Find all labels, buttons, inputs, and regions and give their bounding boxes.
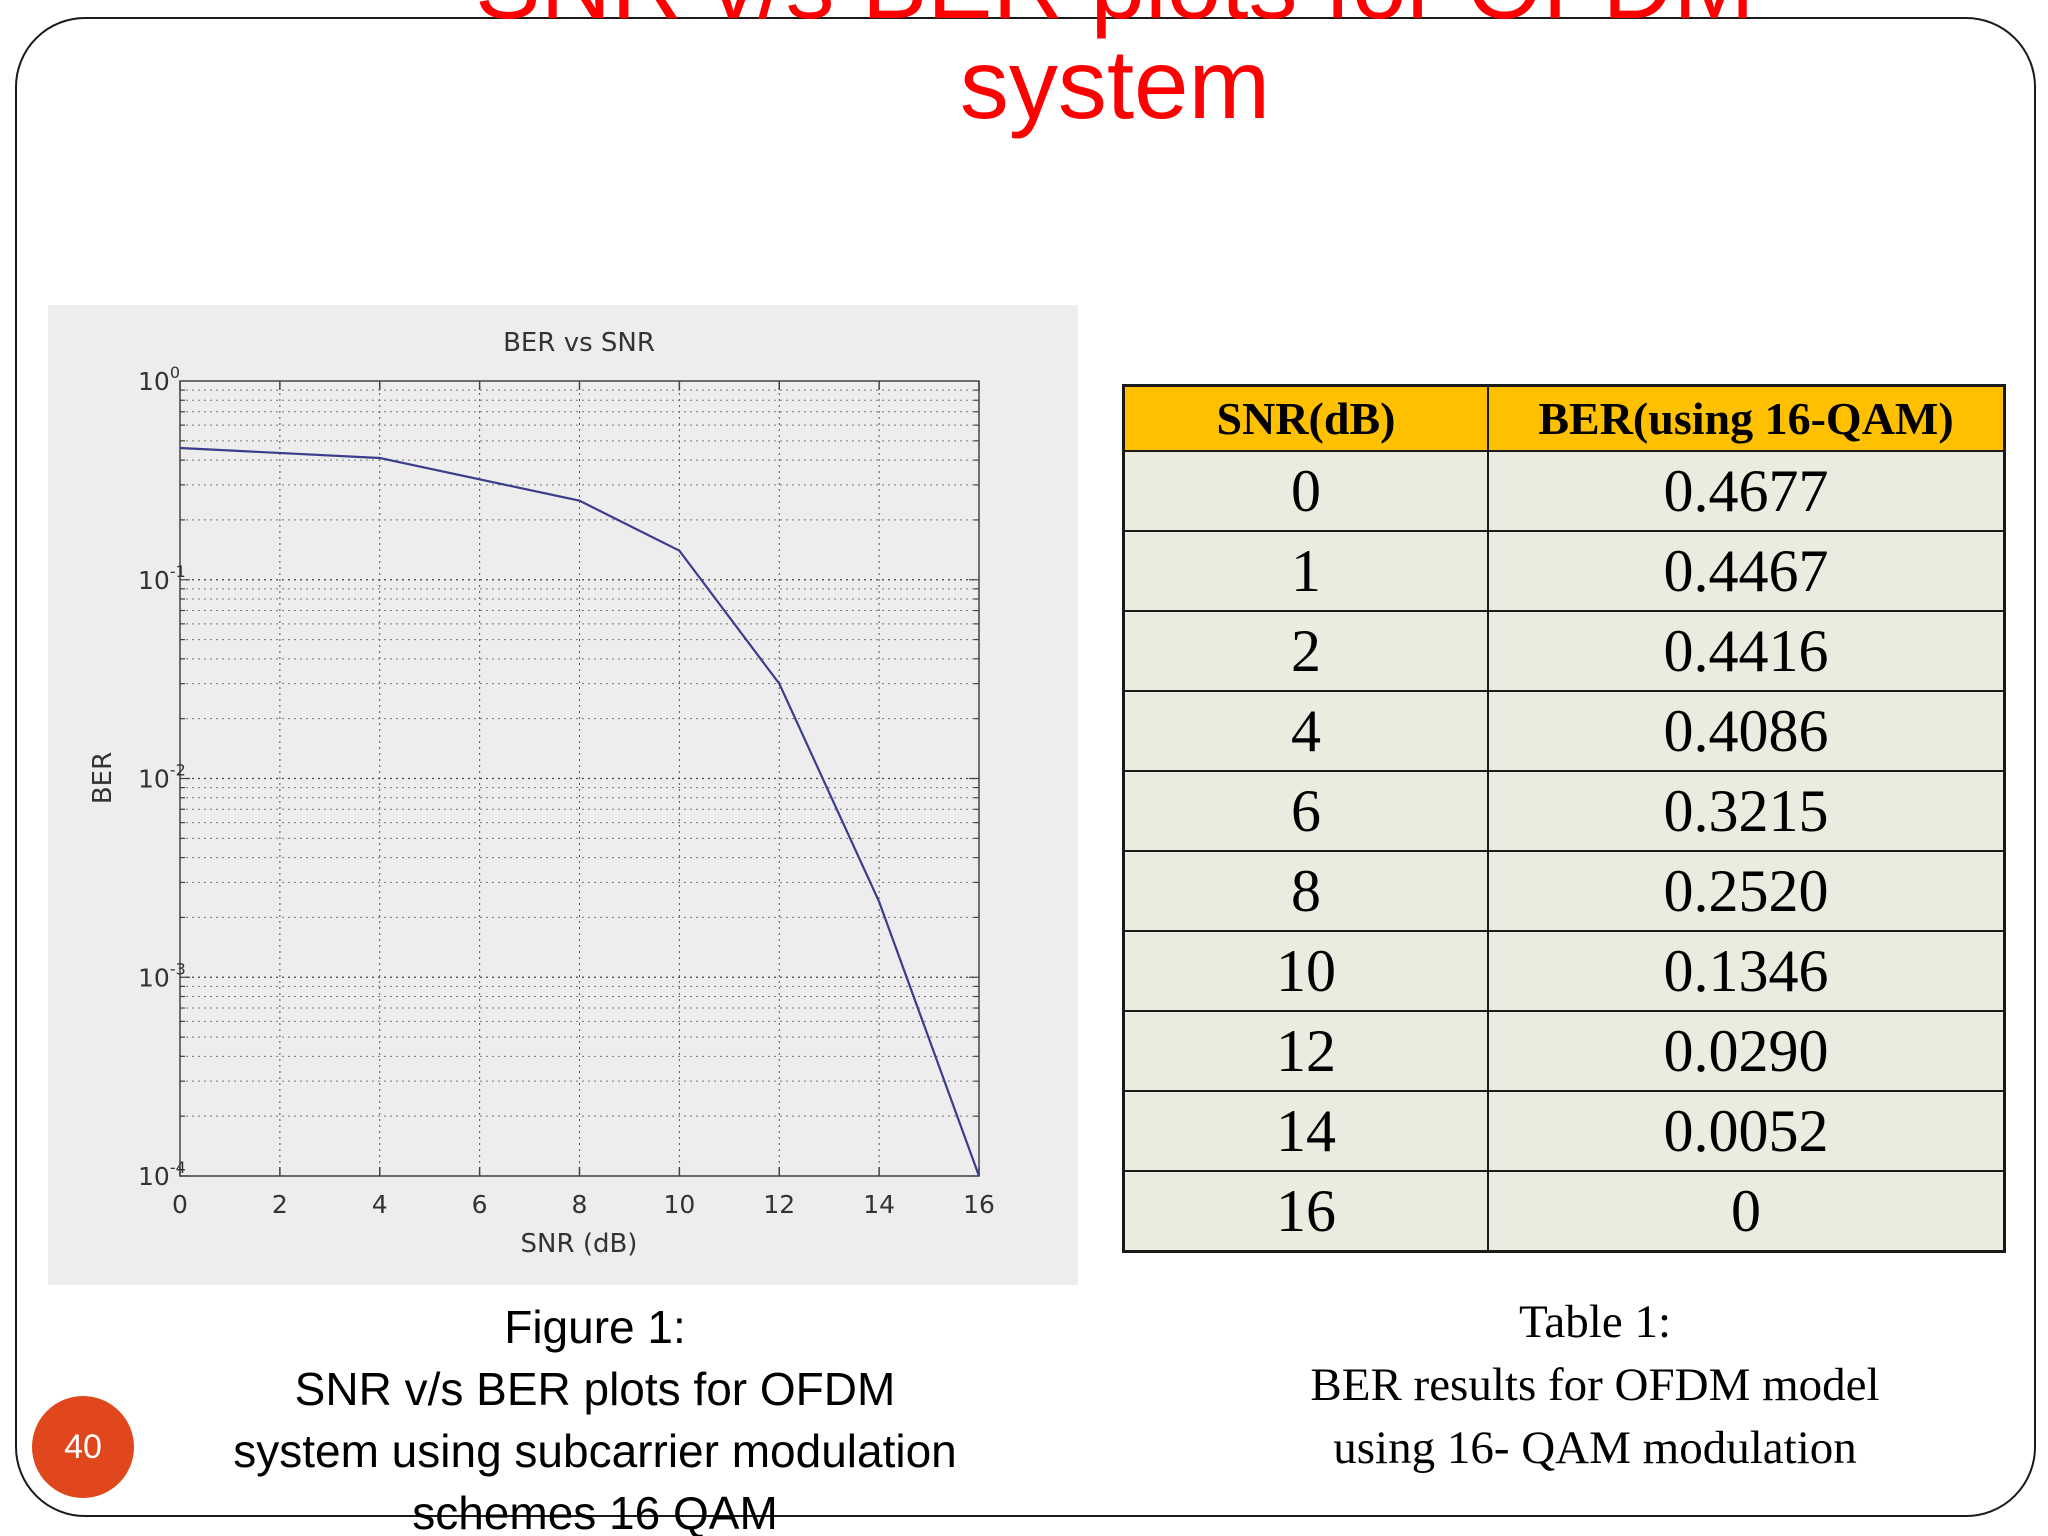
ber-cell: 0.1346: [1487, 930, 2006, 1012]
snr-cell: 2: [1122, 610, 1489, 692]
chart-grid: [179, 381, 980, 1177]
ber-cell: 0.4086: [1487, 690, 2006, 772]
x-tick-label: 10: [663, 1190, 695, 1219]
chart-ticks: 0 2 4 6 8 10 12 14 16 100 10-1 10-2 10-3 10-4: [138, 363, 995, 1219]
slide-frame: [15, 17, 2036, 1517]
table-row: 0 0.4677: [1122, 450, 2006, 532]
x-tick-label: 14: [863, 1190, 895, 1219]
ber-cell: 0.4416: [1487, 610, 2006, 692]
figure-caption-line: schemes 16 QAM: [412, 1487, 778, 1536]
table-caption-line: using 16- QAM modulation: [1333, 1422, 1857, 1474]
table-row: 16 0: [1122, 1170, 2006, 1253]
x-tick-label: 0: [172, 1190, 188, 1219]
table-row: 4 0.4086: [1122, 690, 2006, 772]
snr-cell: 6: [1122, 770, 1489, 852]
table-caption: Table 1: BER results for OFDM model usin…: [1190, 1291, 2000, 1480]
x-tick-label: 16: [963, 1190, 995, 1219]
table-row: 8 0.2520: [1122, 850, 2006, 932]
ber-results-table: SNR(dB) BER(using 16-QAM) 0 0.4677 1 0.4…: [1122, 384, 2006, 1253]
table-row: 14 0.0052: [1122, 1090, 2006, 1172]
table-row: 10 0.1346: [1122, 930, 2006, 1012]
snr-cell: 8: [1122, 850, 1489, 932]
x-tick-label: 8: [572, 1190, 588, 1219]
table-header-row: SNR(dB) BER(using 16-QAM): [1122, 384, 2006, 452]
x-tick-label: 4: [372, 1190, 388, 1219]
snr-cell: 14: [1122, 1090, 1489, 1172]
slide-title: SNR v/s BER plots for OFDM system: [475, 0, 1755, 139]
y-tick-label: 10-3: [138, 959, 186, 992]
y-tick-label: 100: [138, 363, 180, 396]
table-row: 1 0.4467: [1122, 530, 2006, 612]
snr-cell: 16: [1122, 1170, 1489, 1253]
table-caption-line: BER results for OFDM model: [1310, 1359, 1880, 1411]
page-number-badge: 40: [32, 1396, 134, 1498]
y-axis-label: BER: [88, 752, 118, 804]
ber-cell: 0: [1487, 1170, 2006, 1253]
x-tick-label: 2: [272, 1190, 288, 1219]
ber-cell: 0.4677: [1487, 450, 2006, 532]
x-tick-label: 6: [472, 1190, 488, 1219]
header-ber: BER(using 16-QAM): [1487, 384, 2006, 452]
snr-cell: 12: [1122, 1010, 1489, 1092]
table-row: 6 0.3215: [1122, 770, 2006, 852]
header-snr: SNR(dB): [1122, 384, 1489, 452]
chart-panel: 0 2 4 6 8 10 12 14 16 100 10-1 10-2 10-3 10-4 BER vs …: [48, 305, 1078, 1285]
snr-cell: 10: [1122, 930, 1489, 1012]
table-row: 2 0.4416: [1122, 610, 2006, 692]
figure-caption-line: SNR v/s BER plots for OFDM: [294, 1363, 896, 1415]
snr-cell: 1: [1122, 530, 1489, 612]
ber-vs-snr-chart: 0 2 4 6 8 10 12 14 16 100 10-1 10-2 10-3 10-4 BER vs …: [88, 328, 995, 1259]
figure-caption-line: Figure 1:: [504, 1301, 686, 1353]
y-tick-label: 10-1: [138, 562, 186, 595]
figure-caption-line: system using subcarrier modulation: [233, 1425, 957, 1477]
figure-caption: Figure 1: SNR v/s BER plots for OFDM sys…: [150, 1296, 1040, 1536]
chart-title: BER vs SNR: [503, 328, 655, 358]
y-tick-label: 10-4: [138, 1158, 186, 1191]
y-tick-label: 10-2: [138, 761, 186, 794]
ber-cell: 0.0052: [1487, 1090, 2006, 1172]
ber-cell: 0.4467: [1487, 530, 2006, 612]
table-row: 12 0.0290: [1122, 1010, 2006, 1092]
table-caption-line: Table 1:: [1518, 1296, 1671, 1348]
x-axis-label: SNR (dB): [521, 1229, 638, 1259]
snr-cell: 4: [1122, 690, 1489, 772]
x-tick-label: 12: [763, 1190, 795, 1219]
snr-cell: 0: [1122, 450, 1489, 532]
ber-series-line: [179, 446, 981, 1177]
ber-cell: 0.3215: [1487, 770, 2006, 852]
ber-cell: 0.2520: [1487, 850, 2006, 932]
ber-cell: 0.0290: [1487, 1010, 2006, 1092]
